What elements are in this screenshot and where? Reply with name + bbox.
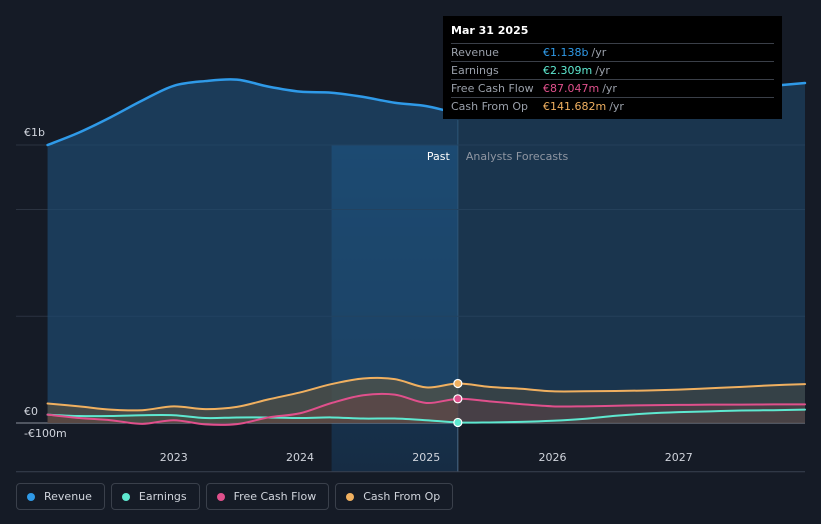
tooltip-row-value: €1.138b <box>543 46 589 59</box>
series-line-earnings <box>46 408 806 424</box>
tooltip-row-value: €141.682m <box>543 100 607 113</box>
x-tick-label: 2026 <box>539 451 567 464</box>
tooltip-date: Mar 31 2025 <box>451 24 529 37</box>
legend-dot-icon <box>27 492 35 501</box>
legend-label: Cash From Op <box>363 490 441 503</box>
tooltip-row-unit: /yr <box>591 46 607 59</box>
legend-dot-icon <box>346 492 355 501</box>
past-label: Past <box>427 150 451 163</box>
x-tick-label: 2027 <box>665 451 693 464</box>
legend-item-earnings[interactable]: Earnings <box>110 483 200 510</box>
tooltip-row-unit: /yr <box>602 82 617 95</box>
legend-label: Free Cash Flow <box>233 490 317 503</box>
marker-cash-from-op <box>453 378 463 389</box>
legend-label: Revenue <box>44 490 92 503</box>
area-past-revenue <box>47 79 458 424</box>
tooltip-row-value: €87.047m <box>543 82 600 95</box>
forecast-label: Analysts Forecasts <box>466 150 569 163</box>
x-tick-label: 2023 <box>160 451 188 464</box>
area-past-earnings <box>47 414 458 423</box>
y-tick-label: -€100m <box>24 427 67 440</box>
legend-dot-icon <box>216 492 225 501</box>
legend-label: Earnings <box>138 490 187 503</box>
marker-free-cash-flow <box>453 394 463 404</box>
tooltip-row-unit: /yr <box>609 100 624 113</box>
legend: Revenue Earnings Free Cash Flow Cash From O… <box>16 483 454 510</box>
series-line-cash-from-op <box>46 376 806 412</box>
legend-item-free-cash-flow[interactable]: Free Cash Flow <box>205 483 330 510</box>
tooltip-row: Revenue €1.138b/yr <box>451 43 774 61</box>
y-tick-label: €0 <box>24 405 38 418</box>
x-tick-label: 2025 <box>412 451 440 464</box>
legend-item-revenue[interactable]: Revenue <box>16 483 105 510</box>
x-tick-label: 2024 <box>286 451 314 464</box>
tooltip-row-unit: /yr <box>595 64 610 77</box>
tooltip-row-label: Free Cash Flow <box>451 82 534 95</box>
tooltip-row-label: Revenue <box>451 46 499 59</box>
tooltip-row-value: €2.309m <box>543 64 593 77</box>
area-cash-from-op <box>47 377 806 423</box>
series-line-free-cash-flow <box>46 392 806 426</box>
tooltip-row: Cash From Op €141.682m/yr <box>451 97 774 115</box>
tooltip-row-label: Earnings <box>451 64 499 77</box>
tooltip-row: Free Cash Flow €87.047m/yr <box>451 79 774 97</box>
area-free-cash-flow <box>47 393 806 425</box>
legend-dot-icon <box>121 492 130 501</box>
tooltip-row-label: Cash From Op <box>451 100 529 113</box>
legend-item-cash-from-op[interactable]: Cash From Op <box>335 483 454 510</box>
area-past-cash-from-op <box>47 377 458 423</box>
tooltip: Mar 31 2025 Revenue €1.138b/yr Earnings €2.… <box>443 16 782 119</box>
area-past-free-cash-flow <box>47 393 458 425</box>
marker-earnings <box>453 417 463 428</box>
y-tick-label: €1b <box>24 126 45 139</box>
area-earnings <box>47 409 806 423</box>
tooltip-row: Earnings €2.309m/yr <box>451 61 774 79</box>
area-revenue <box>47 79 806 424</box>
